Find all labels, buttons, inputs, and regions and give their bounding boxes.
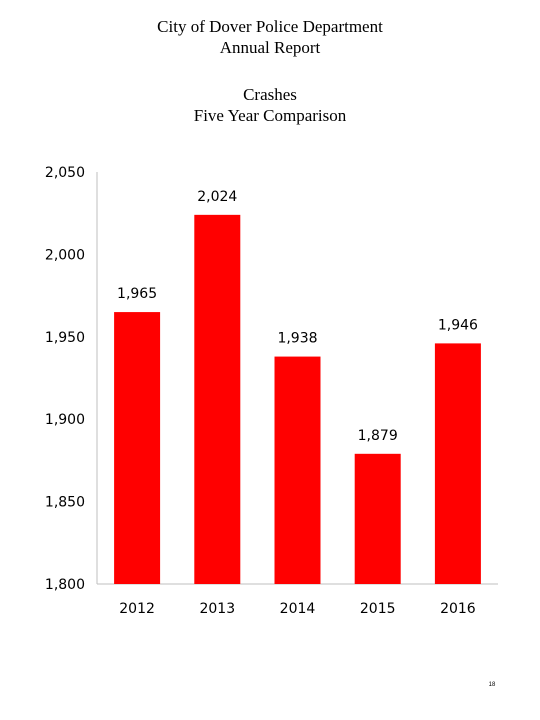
bar [114,312,161,584]
report-subtitle: Annual Report [219,38,321,57]
chart-subtitle: Five Year Comparison [193,106,347,125]
y-tick-label: 2,050 [45,165,85,181]
y-axis: 1,800 1,850 1,900 1,950 2,000 2,050 [45,165,98,593]
bar [194,214,241,584]
data-label: 2,024 [197,189,237,205]
data-label: 1,879 [358,428,398,444]
bars [114,214,481,584]
data-label: 1,946 [438,317,478,333]
chart-title-block: Crashes Five Year Comparison [0,84,540,126]
bar [434,343,481,584]
y-tick-label: 1,900 [45,412,85,428]
report-title: City of Dover Police Department [157,17,383,36]
x-tick-label: 2013 [199,601,235,617]
x-tick-label: 2015 [360,601,396,617]
x-tick-label: 2012 [119,601,155,617]
chart-title: Crashes [243,85,297,104]
data-label: 1,938 [277,331,317,347]
y-tick-label: 1,850 [45,495,85,511]
report-header: City of Dover Police Department Annual R… [0,16,540,58]
y-tick-label: 2,000 [45,247,85,263]
data-label: 1,965 [117,286,157,302]
bar [274,356,321,584]
x-axis: 2012 2013 2014 2015 2016 [97,583,498,617]
y-tick-label: 1,800 [45,577,85,593]
bar [354,453,401,584]
x-tick-label: 2016 [440,601,476,617]
y-tick-label: 1,950 [45,330,85,346]
x-tick-label: 2014 [280,601,316,617]
data-labels: 1,965 2,024 1,938 1,879 1,946 [117,189,478,444]
page-number: 18 [488,682,496,688]
